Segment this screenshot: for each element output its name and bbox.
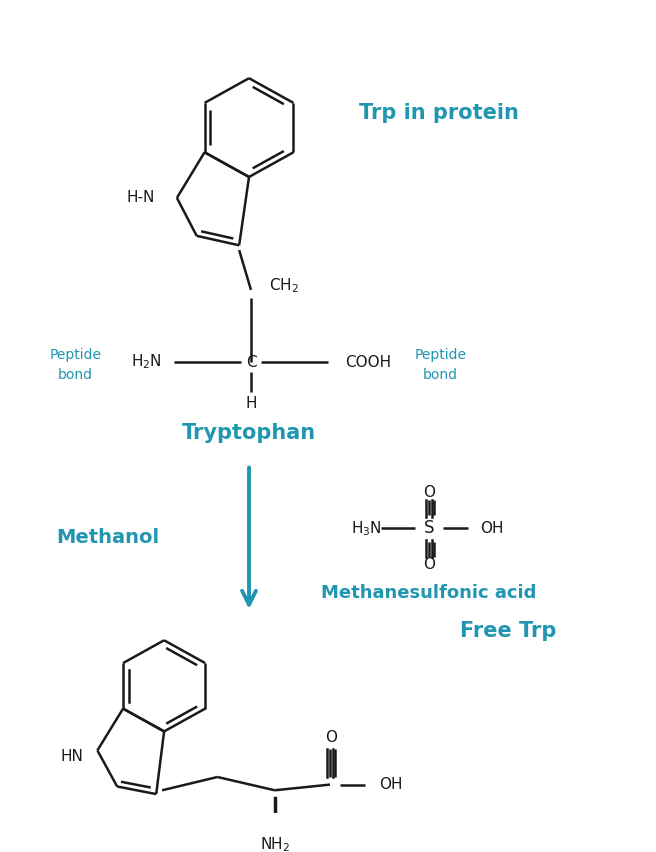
Text: Tryptophan: Tryptophan <box>182 423 316 443</box>
Text: CH$_2$: CH$_2$ <box>269 277 298 296</box>
Text: H-N: H-N <box>127 190 155 205</box>
Text: S: S <box>424 519 434 538</box>
Text: bond: bond <box>58 368 92 383</box>
Text: Trp in protein: Trp in protein <box>359 103 518 124</box>
Text: HN: HN <box>61 749 83 763</box>
Text: H$_2$N: H$_2$N <box>131 353 162 371</box>
Text: bond: bond <box>423 368 458 383</box>
Text: H$_3$N: H$_3$N <box>350 519 381 538</box>
Text: OH: OH <box>379 777 403 792</box>
Text: C: C <box>246 354 256 370</box>
Text: COOH: COOH <box>345 354 391 370</box>
Text: O: O <box>422 485 435 499</box>
Text: O: O <box>325 729 337 745</box>
Text: H: H <box>245 396 256 412</box>
Text: O: O <box>422 557 435 572</box>
Text: OH: OH <box>480 521 504 536</box>
Text: Peptide: Peptide <box>415 348 466 361</box>
Text: NH$_2$: NH$_2$ <box>260 835 290 852</box>
Text: Free Trp: Free Trp <box>459 621 556 641</box>
Text: Methanol: Methanol <box>56 528 159 547</box>
Text: Methanesulfonic acid: Methanesulfonic acid <box>321 584 537 602</box>
Text: Peptide: Peptide <box>49 348 101 361</box>
